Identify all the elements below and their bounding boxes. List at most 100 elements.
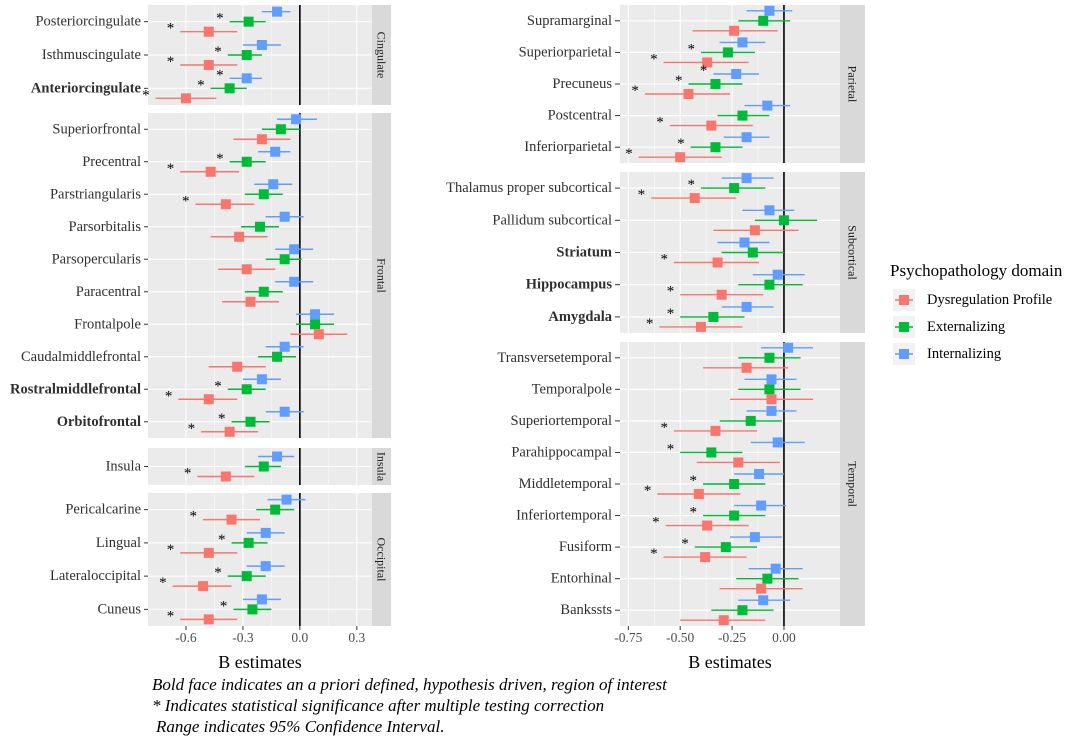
row-lateraloccipital: Lateraloccipital * * — [50, 561, 285, 592]
significance-asterisk: * — [214, 44, 222, 60]
panel-background — [148, 493, 372, 626]
row-lingual: Lingual * * — [96, 527, 285, 558]
estimate-point-internalizing — [260, 527, 271, 538]
estimate-point-externalizing — [310, 319, 321, 330]
estimate-point-dysregulation-profile — [198, 581, 209, 592]
estimate-point-dysregulation-profile — [234, 231, 245, 242]
row-middletemporal: Middletemporal * * — [519, 469, 784, 499]
row-pallidum-subcortical: Pallidum subcortical — [492, 205, 818, 236]
estimate-point-dysregulation-profile — [203, 394, 214, 405]
panel-strip-label: Cingulate — [375, 32, 389, 79]
estimate-point-dysregulation-profile — [205, 166, 216, 177]
significance-asterisk: * — [660, 420, 668, 436]
estimate-point-internalizing — [754, 469, 765, 479]
row-superiorfrontal: Superiorfrontal — [52, 114, 317, 145]
footnote-bold-rois: Bold face indicates an a priori defined,… — [152, 675, 667, 694]
row-bankssts: Bankssts — [560, 595, 791, 626]
panel-strip — [840, 342, 865, 626]
row-superiortemporal: Superiortemporal * — [511, 405, 797, 436]
estimate-point-internalizing — [281, 494, 292, 505]
estimate-point-internalizing — [310, 309, 321, 320]
x-axis-title: B estimates — [688, 652, 772, 672]
significance-asterisk: * — [220, 598, 228, 614]
estimate-point-dysregulation-profile — [180, 93, 191, 104]
estimate-point-externalizing — [708, 311, 719, 322]
footnote-confidence-interval: Range indicates 95% Confidence Interval. — [156, 717, 445, 736]
estimate-point-externalizing — [275, 124, 286, 135]
estimate-point-externalizing — [272, 351, 283, 362]
legend-item-externalizing: Externalizing — [893, 316, 1005, 338]
estimate-point-internalizing — [739, 237, 750, 248]
row-inferiorparietal: Inferiorparietal * * — [524, 132, 770, 163]
legend-title: Psychopathology domain — [890, 261, 1063, 280]
significance-asterisk: * — [142, 87, 150, 103]
x-tick-label: 0.00 — [772, 630, 796, 645]
estimate-point-dysregulation-profile — [226, 514, 237, 525]
estimate-point-internalizing — [783, 342, 794, 353]
estimate-point-dysregulation-profile — [313, 329, 324, 340]
estimate-point-internalizing — [279, 211, 290, 222]
panel-strip-label: Subcortical — [846, 225, 860, 280]
estimate-point-internalizing — [268, 179, 279, 190]
estimate-point-internalizing — [256, 374, 267, 385]
estimate-point-dysregulation-profile — [256, 134, 267, 145]
significance-asterisk: * — [690, 505, 698, 521]
estimate-point-dysregulation-profile — [693, 489, 704, 499]
panel-strip-label: Occipital — [375, 538, 389, 583]
row-thalamus-proper-subcortical: Thalamus proper subcortical * * — [446, 173, 774, 204]
row-cuneus: Cuneus * * — [98, 594, 281, 625]
row-pericalcarine: Pericalcarine * — [65, 494, 306, 525]
estimate-point-internalizing — [256, 594, 267, 605]
row-temporalpole: Temporalpole — [532, 374, 814, 405]
significance-asterisk: * — [650, 51, 658, 67]
panel-strip — [840, 5, 865, 163]
estimate-point-externalizing — [722, 47, 733, 58]
estimate-point-internalizing — [772, 437, 783, 448]
row-caudalmiddlefrontal: Caudalmiddlefrontal — [21, 341, 304, 372]
row-frontalpole: Frontalpole — [74, 309, 348, 340]
panel-strip-label: Parietal — [846, 66, 860, 103]
row-label: Postcentral — [548, 108, 612, 124]
row-label: Lingual — [96, 535, 141, 551]
estimate-point-dysregulation-profile — [718, 615, 729, 626]
estimate-point-externalizing — [764, 279, 775, 290]
row-label: Superiorfrontal — [52, 121, 141, 137]
row-label: Posteriorcingulate — [35, 14, 141, 30]
estimate-point-dysregulation-profile — [729, 25, 740, 36]
row-label: Transversetemporal — [497, 350, 612, 366]
estimate-point-externalizing — [258, 461, 269, 472]
estimate-point-internalizing — [764, 5, 775, 16]
estimate-point-externalizing — [241, 384, 252, 395]
row-posteriorcingulate: Posteriorcingulate * * — [35, 6, 291, 37]
estimate-point-externalizing — [279, 254, 290, 265]
row-inferiortemporal: Inferiortemporal * * — [516, 500, 787, 531]
row-label: Superiortemporal — [511, 413, 612, 429]
row-parsopercularis: Parsopercularis — [52, 244, 314, 275]
panel-strip — [372, 448, 391, 485]
row-hippocampus: Hippocampus * — [526, 269, 805, 300]
row-postcentral: Postcentral * — [548, 100, 791, 131]
significance-asterisk: * — [214, 565, 222, 581]
estimate-point-dysregulation-profile — [702, 57, 713, 68]
estimate-point-externalizing — [245, 416, 256, 427]
estimate-point-externalizing — [729, 510, 740, 521]
significance-asterisk: * — [650, 546, 658, 562]
x-tick-label: -0.75 — [614, 630, 642, 645]
row-label: Inferiortemporal — [516, 508, 612, 524]
estimate-point-dysregulation-profile — [716, 289, 727, 300]
estimate-point-dysregulation-profile — [749, 225, 760, 236]
legend: Psychopathology domain Dysregulation Prof… — [890, 261, 1063, 365]
estimate-point-externalizing — [764, 384, 775, 395]
estimate-point-internalizing — [764, 205, 775, 216]
estimate-point-externalizing — [224, 83, 235, 94]
row-precuneus: Precuneus * * * — [552, 63, 760, 99]
legend-key-swatch — [899, 295, 909, 305]
x-tick-label: -0.50 — [666, 630, 694, 645]
significance-asterisk: * — [677, 136, 685, 152]
estimate-point-externalizing — [247, 604, 258, 615]
row-label: Parsorbitalis — [69, 219, 142, 235]
x-tick-label: 0.3 — [348, 630, 365, 645]
estimate-point-externalizing — [243, 16, 254, 27]
